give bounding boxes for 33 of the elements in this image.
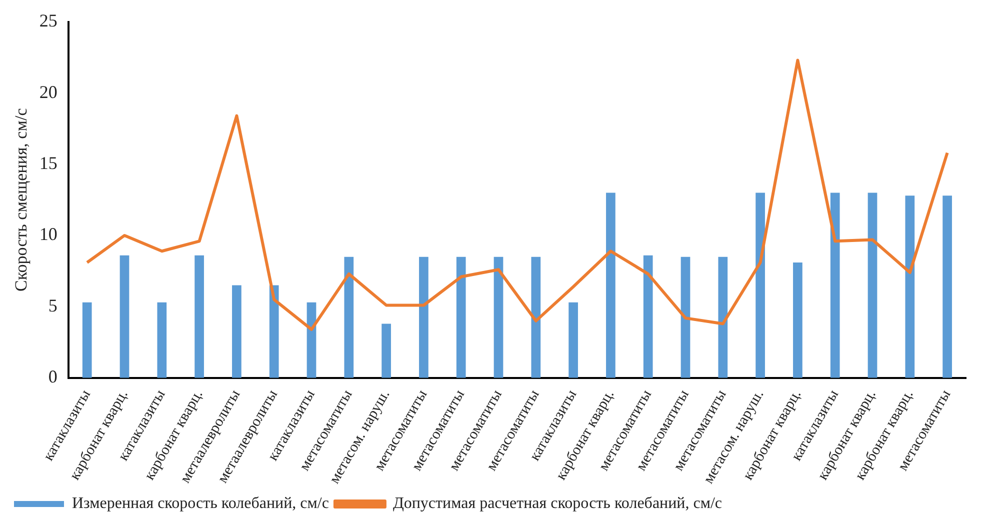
bar xyxy=(157,302,167,378)
y-tick-label: 25 xyxy=(39,10,58,31)
bar xyxy=(718,256,728,378)
bar xyxy=(306,302,316,378)
y-tick-label: 0 xyxy=(48,366,58,387)
bar xyxy=(269,285,279,378)
bar xyxy=(830,192,840,378)
bar xyxy=(942,196,952,378)
y-tick-label: 20 xyxy=(39,82,58,102)
bar xyxy=(680,256,690,378)
y-tick-label: 10 xyxy=(39,224,58,244)
bar xyxy=(905,196,915,378)
bar xyxy=(120,255,130,378)
bar xyxy=(419,256,428,378)
bar xyxy=(494,256,504,378)
bar xyxy=(82,302,92,378)
bar xyxy=(344,256,354,378)
y-tick-label: 5 xyxy=(48,295,58,316)
bar xyxy=(606,192,616,378)
bar xyxy=(793,262,802,378)
y-axis-title: Скорость смещения, см/с xyxy=(12,108,31,292)
bar xyxy=(232,285,242,378)
bar xyxy=(568,302,578,378)
bar xyxy=(643,255,653,378)
bar xyxy=(531,256,541,378)
legend-label: Измеренная скорость колебаний, см/с xyxy=(72,495,329,512)
legend-label: Допустимая расчетная скорость колебаний, см/с xyxy=(392,495,722,512)
bar xyxy=(868,192,878,378)
bar xyxy=(756,192,765,378)
bar xyxy=(456,256,466,378)
bar xyxy=(194,255,204,378)
bar xyxy=(382,324,391,378)
y-tick-label: 15 xyxy=(39,152,58,173)
